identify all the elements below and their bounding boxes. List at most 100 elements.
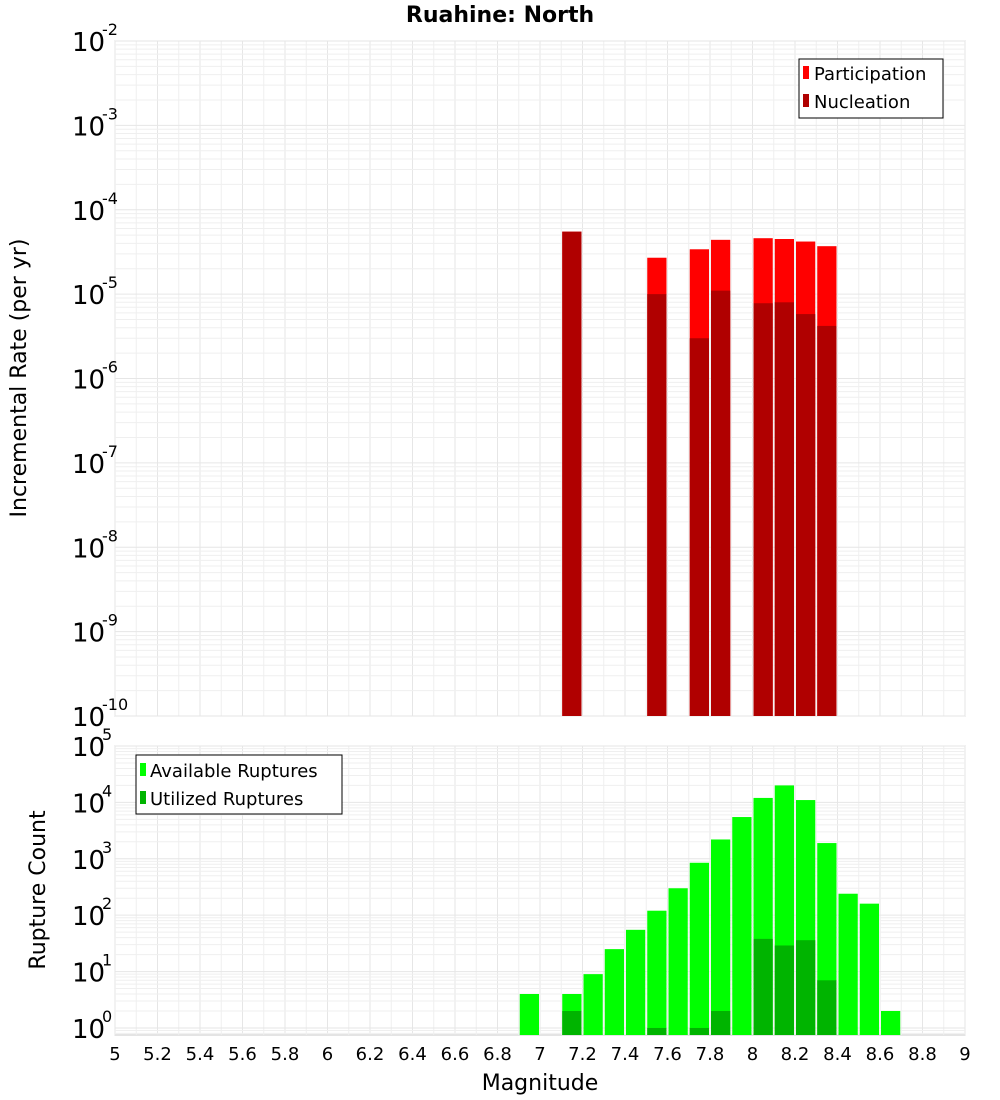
x-tick-label: 6.6 — [441, 1044, 470, 1065]
x-tick-label: 8.4 — [823, 1044, 852, 1065]
count-bar-utilized-ruptures-7.8 — [711, 1010, 731, 1035]
x-tick-label: 8.6 — [866, 1044, 895, 1065]
x-axis-ticks: 5 5.2 5.4 5.6 5.8 6 6.2 6.4 6.6 6.8 7 7.2 7.4 7.6 7.8 8… — [109, 1044, 970, 1065]
rate-y-tick-base: 10 — [72, 112, 105, 142]
x-tick-label: 6.4 — [398, 1044, 427, 1065]
count-bars — [519, 785, 901, 1035]
count-bar-available-ruptures-7.2 — [583, 974, 603, 1035]
rate-y-tick-exponent: -7 — [102, 442, 118, 461]
count-bar-utilized-ruptures-8.1 — [774, 945, 794, 1035]
x-tick-label: 7.6 — [653, 1044, 682, 1065]
rate-y-axis-label: Incremental Rate (per yr) — [7, 239, 32, 518]
rate-gridlines — [114, 40, 966, 717]
nucleation-legend-swatch — [803, 94, 809, 107]
available-ruptures-legend-swatch — [140, 763, 146, 776]
x-tick-label: 6.2 — [356, 1044, 385, 1065]
count-bar-available-ruptures-7.6 — [668, 888, 688, 1035]
rate-bar-nucleation-7.5 — [647, 294, 667, 716]
rate-legend-box — [798, 58, 944, 119]
rate-bar-nucleation-7.7 — [689, 338, 709, 716]
count-bar-available-ruptures-7.8 — [711, 839, 731, 1035]
utilized-ruptures-legend-label: Utilized Ruptures — [150, 789, 303, 810]
x-tick-label: 5.6 — [228, 1044, 257, 1065]
count-y-tick-exponent: 2 — [102, 894, 112, 913]
rate-y-tick-base: 10 — [72, 450, 105, 480]
count-y-tick-base: 10 — [72, 959, 105, 989]
count-bar-utilized-ruptures-8.0 — [753, 938, 773, 1035]
x-tick-label: 5.4 — [186, 1044, 215, 1065]
x-tick-label: 7 — [534, 1044, 545, 1065]
rate-legend: Participation Nucleation — [798, 58, 944, 119]
rate-y-tick-base: 10 — [72, 703, 105, 733]
x-tick-label: 7.4 — [611, 1044, 640, 1065]
rate-y-tick-exponent: -4 — [102, 189, 118, 208]
rate-y-tick-base: 10 — [72, 197, 105, 227]
rate-y-tick-exponent: -8 — [102, 526, 118, 545]
x-tick-label: 5 — [109, 1044, 120, 1065]
rate-y-tick-base: 10 — [72, 534, 105, 564]
count-bar-utilized-ruptures-7.1 — [562, 1010, 582, 1035]
count-legend: Available Ruptures Utilized Ruptures — [135, 754, 343, 815]
x-tick-label: 6.8 — [483, 1044, 512, 1065]
count-y-tick-exponent: 1 — [102, 951, 112, 970]
count-y-tick-exponent: 4 — [102, 781, 112, 800]
available-ruptures-legend-label: Available Ruptures — [150, 761, 318, 782]
x-tick-label: 5.8 — [271, 1044, 300, 1065]
rate-y-tick-base: 10 — [72, 366, 105, 396]
rate-bar-nucleation-8.3 — [817, 325, 837, 716]
count-bar-available-ruptures-7.7 — [689, 862, 709, 1035]
count-y-tick-base: 10 — [72, 846, 105, 876]
count-y-tick-exponent: 5 — [102, 725, 112, 744]
rate-y-tick-exponent: -9 — [102, 611, 118, 630]
count-bar-utilized-ruptures-8.2 — [796, 940, 816, 1035]
x-tick-label: 9 — [959, 1044, 970, 1065]
x-tick-label: 8.8 — [908, 1044, 937, 1065]
count-bar-available-ruptures-8.4 — [838, 893, 858, 1035]
count-y-axis-label: Rupture Count — [26, 810, 51, 970]
count-bar-available-ruptures-7.4 — [626, 929, 646, 1035]
rate-y-tick-base: 10 — [72, 28, 105, 58]
rate-y-tick-base: 10 — [72, 281, 105, 311]
x-tick-label: 7.2 — [568, 1044, 597, 1065]
count-bar-utilized-ruptures-8.3 — [817, 980, 837, 1035]
rate-y-tick-exponent: -6 — [102, 358, 118, 377]
count-bar-available-ruptures-7.9 — [732, 817, 752, 1035]
x-tick-label: 8 — [747, 1044, 758, 1065]
count-bar-utilized-ruptures-7.5 — [647, 1027, 667, 1035]
x-tick-label: 5.2 — [143, 1044, 172, 1065]
count-bar-available-ruptures-7.3 — [604, 949, 624, 1035]
x-tick-label: 8.2 — [781, 1044, 810, 1065]
count-y-tick-exponent: 0 — [102, 1007, 112, 1026]
rate-bars — [562, 231, 837, 717]
rate-bar-nucleation-7.1 — [562, 231, 582, 716]
count-bar-available-ruptures-8.6 — [881, 1010, 901, 1035]
participation-legend-swatch — [803, 66, 809, 79]
rate-y-tick-exponent: -2 — [102, 20, 118, 39]
count-y-tick-base: 10 — [72, 1015, 105, 1045]
chart-title: Ruahine: North — [406, 3, 594, 28]
rate-bar-nucleation-7.8 — [711, 290, 731, 716]
rate-y-tick-exponent: -3 — [102, 104, 118, 123]
nucleation-legend-label: Nucleation — [814, 92, 910, 113]
count-bar-available-ruptures-8.5 — [859, 903, 879, 1035]
x-tick-label: 7.8 — [696, 1044, 725, 1065]
count-y-tick-base: 10 — [72, 789, 105, 819]
count-bar-available-ruptures-7.5 — [647, 910, 667, 1035]
rate-bar-nucleation-8.1 — [774, 302, 794, 716]
utilized-ruptures-legend-swatch — [140, 791, 146, 804]
count-y-tick-exponent: 3 — [102, 838, 112, 857]
participation-legend-label: Participation — [814, 64, 926, 85]
count-y-tick-base: 10 — [72, 733, 105, 763]
count-legend-box — [135, 754, 343, 815]
count-y-tick-base: 10 — [72, 902, 105, 932]
rate-y-tick-base: 10 — [72, 619, 105, 649]
count-bar-utilized-ruptures-7.7 — [689, 1027, 709, 1035]
x-tick-label: 6 — [322, 1044, 333, 1065]
rate-y-tick-exponent: -10 — [102, 695, 128, 714]
rate-bar-nucleation-8.0 — [753, 303, 773, 716]
